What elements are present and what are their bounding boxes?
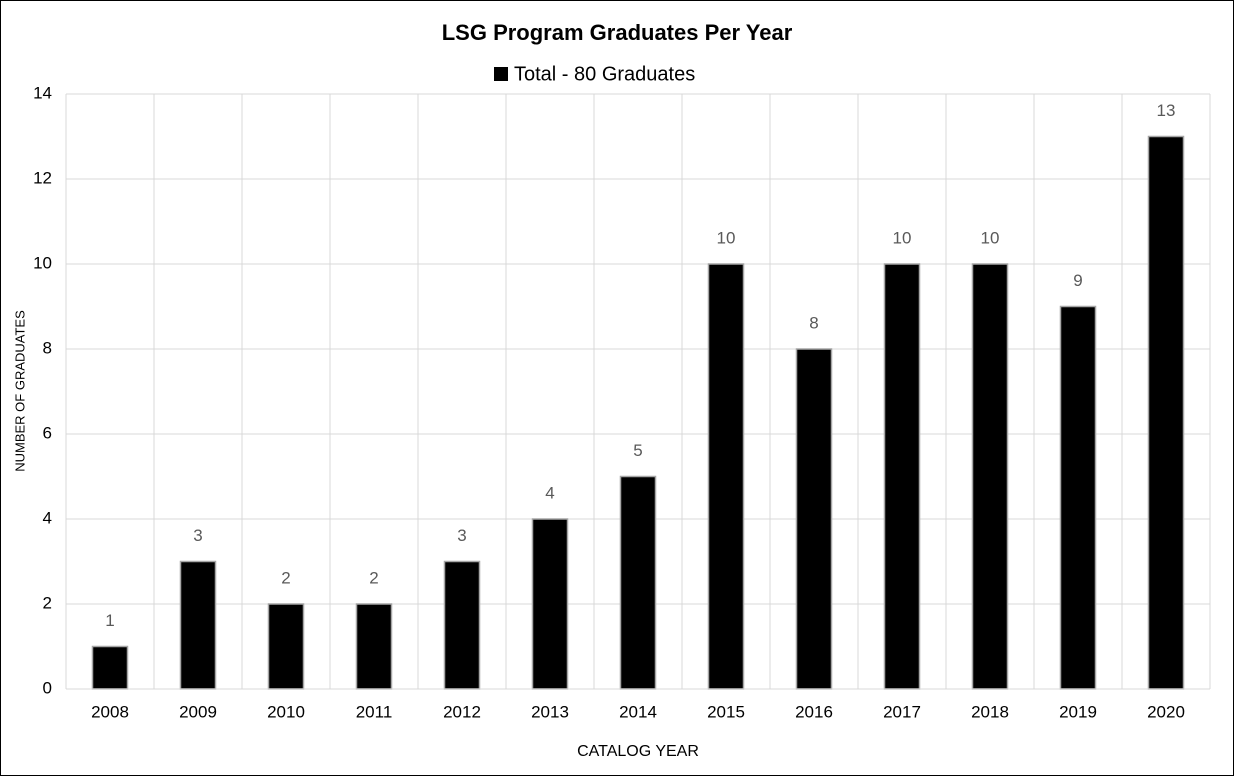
data-label: 2 (369, 568, 378, 587)
x-tick-label: 2013 (531, 702, 569, 721)
bar (267, 603, 305, 690)
y-tick-label: 4 (43, 508, 52, 527)
bar (971, 263, 1009, 690)
y-tick-label: 12 (33, 168, 52, 187)
data-label: 9 (1073, 271, 1082, 290)
data-label: 13 (1157, 101, 1176, 120)
chart-title: LSG Program Graduates Per Year (442, 20, 793, 45)
data-label: 10 (981, 228, 1000, 247)
x-tick-label: 2010 (267, 702, 305, 721)
x-tick-label: 2020 (1147, 702, 1185, 721)
legend-swatch (494, 67, 508, 81)
bar (883, 263, 921, 690)
x-tick-label: 2014 (619, 702, 657, 721)
y-tick-label: 10 (33, 253, 52, 272)
data-label: 10 (717, 228, 736, 247)
y-tick-label: 8 (43, 338, 52, 357)
x-tick-label: 2012 (443, 702, 481, 721)
x-tick-label: 2016 (795, 702, 833, 721)
x-tick-label: 2018 (971, 702, 1009, 721)
x-tick-label: 2017 (883, 702, 921, 721)
data-label: 2 (281, 568, 290, 587)
data-label: 5 (633, 441, 642, 460)
bar (355, 603, 393, 690)
y-axis-label: NUMBER OF GRADUATES (12, 310, 27, 472)
y-tick-label: 14 (33, 83, 52, 102)
x-tick-label: 2019 (1059, 702, 1097, 721)
x-tick-label: 2011 (356, 702, 393, 721)
bar (1147, 135, 1185, 690)
bar (707, 263, 745, 690)
data-label: 8 (809, 313, 818, 332)
bar (1059, 305, 1097, 690)
bar (619, 475, 657, 690)
bar (531, 518, 569, 690)
bar (91, 645, 129, 690)
data-label: 3 (193, 526, 202, 545)
y-tick-label: 6 (43, 423, 52, 442)
data-label: 10 (893, 228, 912, 247)
legend-label: Total - 80 Graduates (514, 63, 695, 85)
bar (443, 560, 481, 690)
x-tick-label: 2008 (91, 702, 129, 721)
x-axis-label: CATALOG YEAR (577, 743, 699, 760)
data-label: 4 (545, 483, 554, 502)
x-tick-label: 2015 (707, 702, 745, 721)
data-label: 1 (105, 611, 114, 630)
bar (179, 560, 217, 690)
y-tick-label: 2 (43, 593, 52, 612)
bar (795, 348, 833, 690)
x-tick-label: 2009 (179, 702, 217, 721)
data-label: 3 (457, 526, 466, 545)
y-tick-label: 0 (43, 678, 52, 697)
